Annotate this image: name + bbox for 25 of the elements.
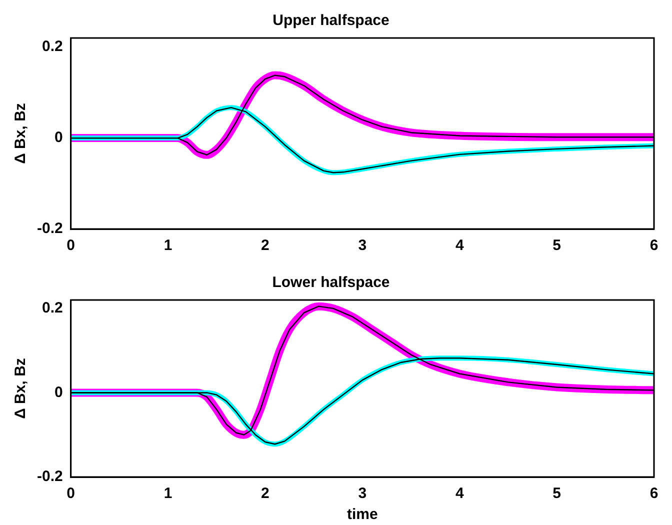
y-axis-title: Δ Bx, Bz <box>12 103 30 164</box>
y-tick-label: 0.2 <box>42 38 63 56</box>
y-tick-label: -0.2 <box>36 220 63 238</box>
x-tick-label: 6 <box>650 237 658 254</box>
y-tick-label: 0 <box>54 129 63 146</box>
x-tick-label: 0 <box>66 485 76 502</box>
x-axis-title: time <box>347 506 378 524</box>
y-axis-title: Δ Bx, Bz <box>12 358 30 419</box>
x-tick-label: 3 <box>358 485 367 502</box>
y-tick-label: 0 <box>54 384 63 401</box>
chart-title: Lower halfspace <box>272 274 390 292</box>
x-tick-label: 4 <box>455 485 464 502</box>
chart-title: Upper halfspace <box>272 12 390 30</box>
x-tick-label: 1 <box>164 485 172 502</box>
x-tick-label: 2 <box>261 485 270 502</box>
y-tick-label: 0.2 <box>42 300 63 317</box>
x-tick-label: 2 <box>261 237 270 254</box>
x-tick-label: 5 <box>552 237 561 254</box>
y-tick-label: -0.2 <box>36 468 63 486</box>
x-tick-label: 3 <box>358 237 367 254</box>
x-tick-label: 4 <box>455 237 464 254</box>
x-tick-label: 1 <box>164 237 172 254</box>
x-tick-label: 5 <box>552 485 561 502</box>
x-tick-label: 6 <box>650 485 658 502</box>
x-tick-label: 0 <box>66 237 76 254</box>
